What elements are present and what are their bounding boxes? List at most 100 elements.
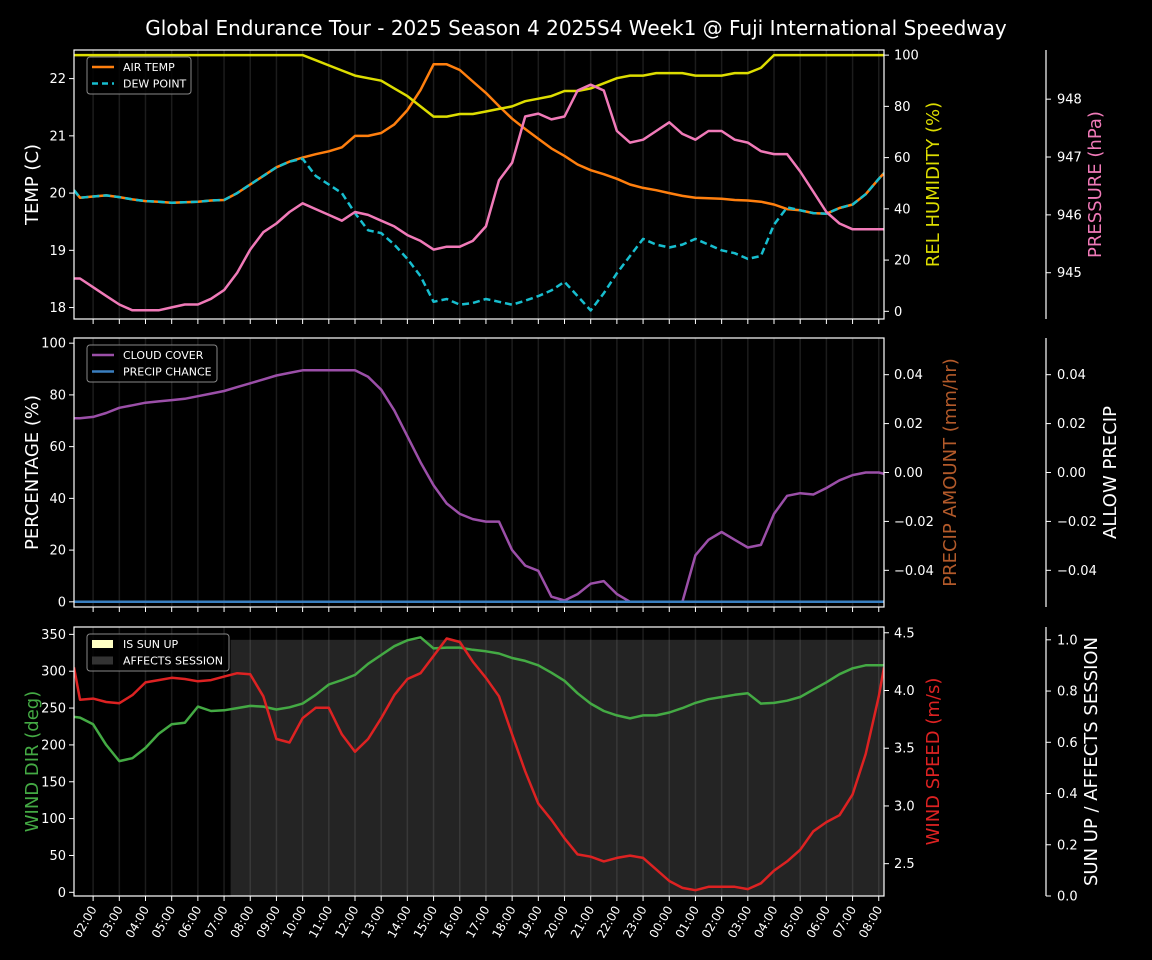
y-tick-label: 50	[49, 849, 66, 864]
y2-tick-label: 4.5	[894, 626, 915, 641]
y2-axis-label: PRECIP AMOUNT (mm/hr)	[940, 358, 961, 587]
legend-box	[86, 633, 230, 672]
x-tick-label: 23:00	[620, 904, 649, 941]
x-tick-label: 12:00	[332, 904, 361, 941]
x-tick-label: 05:00	[777, 904, 806, 941]
y3-axis-label: SUN UP / AFFECTS SESSION	[1081, 637, 1102, 886]
plot-frame	[73, 49, 885, 320]
x-tick-label: 20:00	[542, 904, 571, 941]
y3-tick-label: 945	[1057, 266, 1082, 281]
x-tick-label: 05:00	[149, 904, 178, 941]
y2-tick-label: 60	[894, 151, 911, 166]
y-tick-label: 20	[49, 187, 66, 202]
legend-label: DEW POINT	[123, 78, 187, 91]
x-tick-label: 01:00	[673, 904, 702, 941]
y2-tick-label: 0.04	[894, 368, 923, 383]
x-tick-label: 16:00	[437, 904, 466, 941]
plot-area	[74, 50, 884, 319]
x-tick-label: 03:00	[96, 904, 125, 941]
y2-tick-label: 40	[894, 202, 911, 217]
y3-tick-label: 0.0	[1057, 890, 1078, 905]
panel-wind: 02:0003:0004:0005:0006:0007:0008:0009:00…	[22, 626, 1102, 940]
series-pressure	[74, 83, 884, 312]
y-tick-label: 18	[49, 301, 66, 316]
legend: CLOUD COVER PRECIP CHANCE	[86, 344, 218, 383]
y3-tick-label: −0.02	[1057, 515, 1097, 530]
plot-frame	[73, 626, 885, 897]
y3-axis-label: PRESSURE (hPa)	[1085, 111, 1106, 258]
y2-tick-label: 100	[894, 49, 919, 64]
y3-tick-label: 0.8	[1057, 685, 1078, 700]
y2-tick-label: 3.0	[894, 799, 915, 814]
y-tick-label: 40	[49, 492, 66, 507]
x-tick-label: 03:00	[725, 904, 754, 941]
y2-tick-label: 3.5	[894, 742, 915, 757]
y-axis-label: WIND DIR (deg)	[22, 691, 43, 833]
y3-tick-label: 948	[1057, 93, 1082, 108]
y-tick-label: 0	[58, 595, 66, 610]
legend-label: CLOUD COVER	[123, 349, 204, 362]
y3-tick-label: 1.0	[1057, 633, 1078, 648]
y2-axis-label: WIND SPEED (m/s)	[923, 678, 944, 846]
x-tick-label: 18:00	[489, 904, 518, 941]
y-tick-label: 22	[49, 72, 66, 87]
y3-tick-label: −0.04	[1057, 564, 1097, 579]
y-tick-label: 150	[41, 775, 66, 790]
y-tick-label: 80	[49, 388, 66, 403]
x-tick-label: 10:00	[280, 904, 309, 941]
plot-area	[74, 627, 884, 896]
y3-tick-label: 0.2	[1057, 838, 1078, 853]
plot-area	[74, 338, 884, 607]
y2-tick-label: 4.0	[894, 684, 915, 699]
y-tick-label: 250	[41, 702, 66, 717]
y2-tick-label: −0.02	[894, 515, 934, 530]
x-tick-label: 17:00	[463, 904, 492, 941]
x-tick-label: 07:00	[830, 904, 859, 941]
y-tick-label: 60	[49, 440, 66, 455]
y2-tick-label: 20	[894, 254, 911, 269]
y3-axis-label: ALLOW PRECIP	[1100, 406, 1121, 539]
legend-box	[86, 344, 218, 383]
y-axis-label: PERCENTAGE (%)	[22, 395, 43, 550]
affects-session-band	[230, 639, 884, 896]
legend-label: IS SUN UP	[123, 638, 179, 651]
y2-tick-label: 0.00	[894, 466, 923, 481]
legend-label: PRECIP CHANCE	[123, 366, 212, 379]
x-tick-label: 07:00	[201, 904, 230, 941]
legend-swatch-sun-up	[92, 640, 113, 648]
x-tick-label: 08:00	[227, 904, 256, 941]
x-tick-label: 08:00	[856, 904, 885, 941]
x-tick-label: 14:00	[385, 904, 414, 941]
x-tick-label: 06:00	[175, 904, 204, 941]
y2-tick-label: 2.5	[894, 857, 915, 872]
x-tick-label: 13:00	[358, 904, 387, 941]
legend-label: AIR TEMP	[123, 61, 175, 74]
y3-tick-label: 0.04	[1057, 368, 1086, 383]
x-tick-label: 02:00	[699, 904, 728, 941]
series-dew-point	[74, 157, 884, 312]
x-tick-label: 06:00	[804, 904, 833, 941]
x-tick-label: 00:00	[646, 904, 675, 941]
y-tick-label: 19	[49, 244, 66, 259]
x-tick-label: 02:00	[70, 904, 99, 941]
y2-tick-label: 0.02	[894, 417, 923, 432]
x-tick-label: 19:00	[515, 904, 544, 941]
y-tick-label: 20	[49, 544, 66, 559]
y2-axis-label: REL HUMIDITY (%)	[923, 102, 944, 267]
series-wind-speed	[74, 637, 884, 892]
panel-precipitation: 0 20 40 60 80 100 PERCENTAGE (%) −0.04 −0.02 0.00…	[22, 337, 1121, 612]
series-cloud-cover	[74, 369, 884, 604]
y3-tick-label: 0.6	[1057, 736, 1078, 751]
y3-tick-label: 0.00	[1057, 466, 1086, 481]
legend-swatch-affects-session	[92, 656, 113, 665]
legend: IS SUN UP AFFECTS SESSION	[86, 633, 230, 672]
series-rel-humidity	[74, 53, 884, 118]
y-tick-label: 21	[49, 129, 66, 144]
panel-temperature: 18 19 20 21 22 TEMP (C) 0 20 40 60 80 100 REL HUMIDI…	[22, 49, 1106, 324]
x-tick-label: 04:00	[123, 904, 152, 941]
y2-tick-label: 0	[894, 305, 902, 320]
y-axis-label: TEMP (C)	[22, 144, 43, 226]
legend-label: AFFECTS SESSION	[123, 655, 223, 668]
x-tick-label: 22:00	[594, 904, 623, 941]
x-tick-label: 21:00	[568, 904, 597, 941]
